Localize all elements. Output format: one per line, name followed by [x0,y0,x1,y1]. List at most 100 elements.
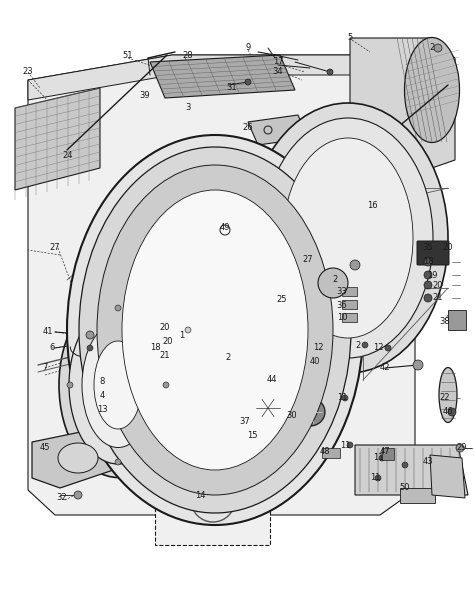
Text: 27: 27 [303,256,313,264]
Text: 20: 20 [443,243,453,253]
Text: 36: 36 [337,300,347,310]
Circle shape [182,324,194,336]
Text: 20: 20 [160,324,170,332]
Text: 24: 24 [63,151,73,159]
Text: 3: 3 [185,104,191,113]
Circle shape [375,475,381,481]
Text: 34: 34 [273,67,283,77]
Text: 51: 51 [123,50,133,59]
Circle shape [342,395,348,401]
Text: 16: 16 [367,200,377,210]
Text: 2: 2 [356,340,361,349]
Ellipse shape [94,341,142,429]
Text: 39: 39 [140,91,150,99]
Text: 12: 12 [373,343,383,352]
Circle shape [424,294,432,302]
Text: 19: 19 [427,270,437,280]
Circle shape [424,271,432,279]
Circle shape [424,281,432,289]
Circle shape [114,406,122,414]
Circle shape [350,260,360,270]
Text: 40: 40 [310,357,320,367]
Text: 43: 43 [423,457,433,466]
Text: 45: 45 [40,443,50,452]
Ellipse shape [404,37,459,142]
Text: 9: 9 [246,44,251,53]
Bar [322,448,340,458]
Text: 11: 11 [340,441,350,449]
Polygon shape [350,38,455,168]
Text: 8: 8 [100,378,105,387]
Circle shape [245,79,251,85]
Circle shape [115,459,121,465]
Circle shape [67,382,73,388]
Circle shape [413,360,423,370]
Text: 49: 49 [220,224,230,232]
Circle shape [456,444,464,452]
Bar [342,287,357,296]
Text: 41: 41 [43,327,53,337]
Bar [342,313,357,322]
Circle shape [190,470,200,480]
Ellipse shape [69,306,167,464]
Text: 38: 38 [439,318,450,327]
Text: 47: 47 [380,447,390,457]
Text: 21: 21 [433,294,443,302]
Text: 35: 35 [423,243,433,253]
Circle shape [327,69,333,75]
Text: 27: 27 [50,243,60,253]
Bar [448,310,466,330]
Polygon shape [150,55,295,98]
Text: 23: 23 [23,67,33,77]
Text: 20: 20 [433,281,443,289]
Text: 11: 11 [370,473,380,482]
Text: 4: 4 [100,390,105,400]
Text: 6: 6 [49,343,55,352]
Text: 10: 10 [337,313,347,322]
Text: 2: 2 [332,275,337,284]
Circle shape [170,343,180,353]
Text: 29: 29 [457,443,467,452]
Text: 25: 25 [277,295,287,305]
Bar [155,455,270,545]
Polygon shape [28,55,415,515]
Text: 11: 11 [337,394,347,403]
Ellipse shape [283,138,413,338]
Text: 44: 44 [267,376,277,384]
Text: 7: 7 [42,364,48,373]
FancyBboxPatch shape [417,241,449,265]
Circle shape [86,331,94,339]
Polygon shape [15,88,100,190]
Text: 21: 21 [160,351,170,359]
Ellipse shape [253,395,283,421]
Circle shape [74,491,82,499]
Text: 42: 42 [380,364,390,373]
Circle shape [87,345,93,351]
Circle shape [114,391,122,399]
Circle shape [424,258,432,266]
Text: 18: 18 [423,257,433,267]
Text: 22: 22 [440,394,450,403]
Ellipse shape [82,322,154,447]
Text: 31: 31 [227,83,237,93]
Circle shape [402,462,408,468]
Bar [342,300,357,309]
Text: 20: 20 [163,338,173,346]
Circle shape [385,345,391,351]
Ellipse shape [439,368,457,422]
Text: 46: 46 [443,408,453,416]
Text: 28: 28 [182,50,193,59]
Ellipse shape [247,389,289,427]
Text: 14: 14 [195,490,205,500]
Text: 33: 33 [337,287,347,297]
Text: 2: 2 [429,44,435,53]
Text: 32: 32 [57,493,67,503]
Polygon shape [32,428,128,488]
Text: 11: 11 [373,454,383,462]
Text: 50: 50 [400,484,410,492]
Ellipse shape [67,135,363,525]
Text: 2: 2 [225,354,231,362]
Circle shape [448,408,456,416]
Polygon shape [430,455,465,498]
Text: 48: 48 [319,447,330,457]
